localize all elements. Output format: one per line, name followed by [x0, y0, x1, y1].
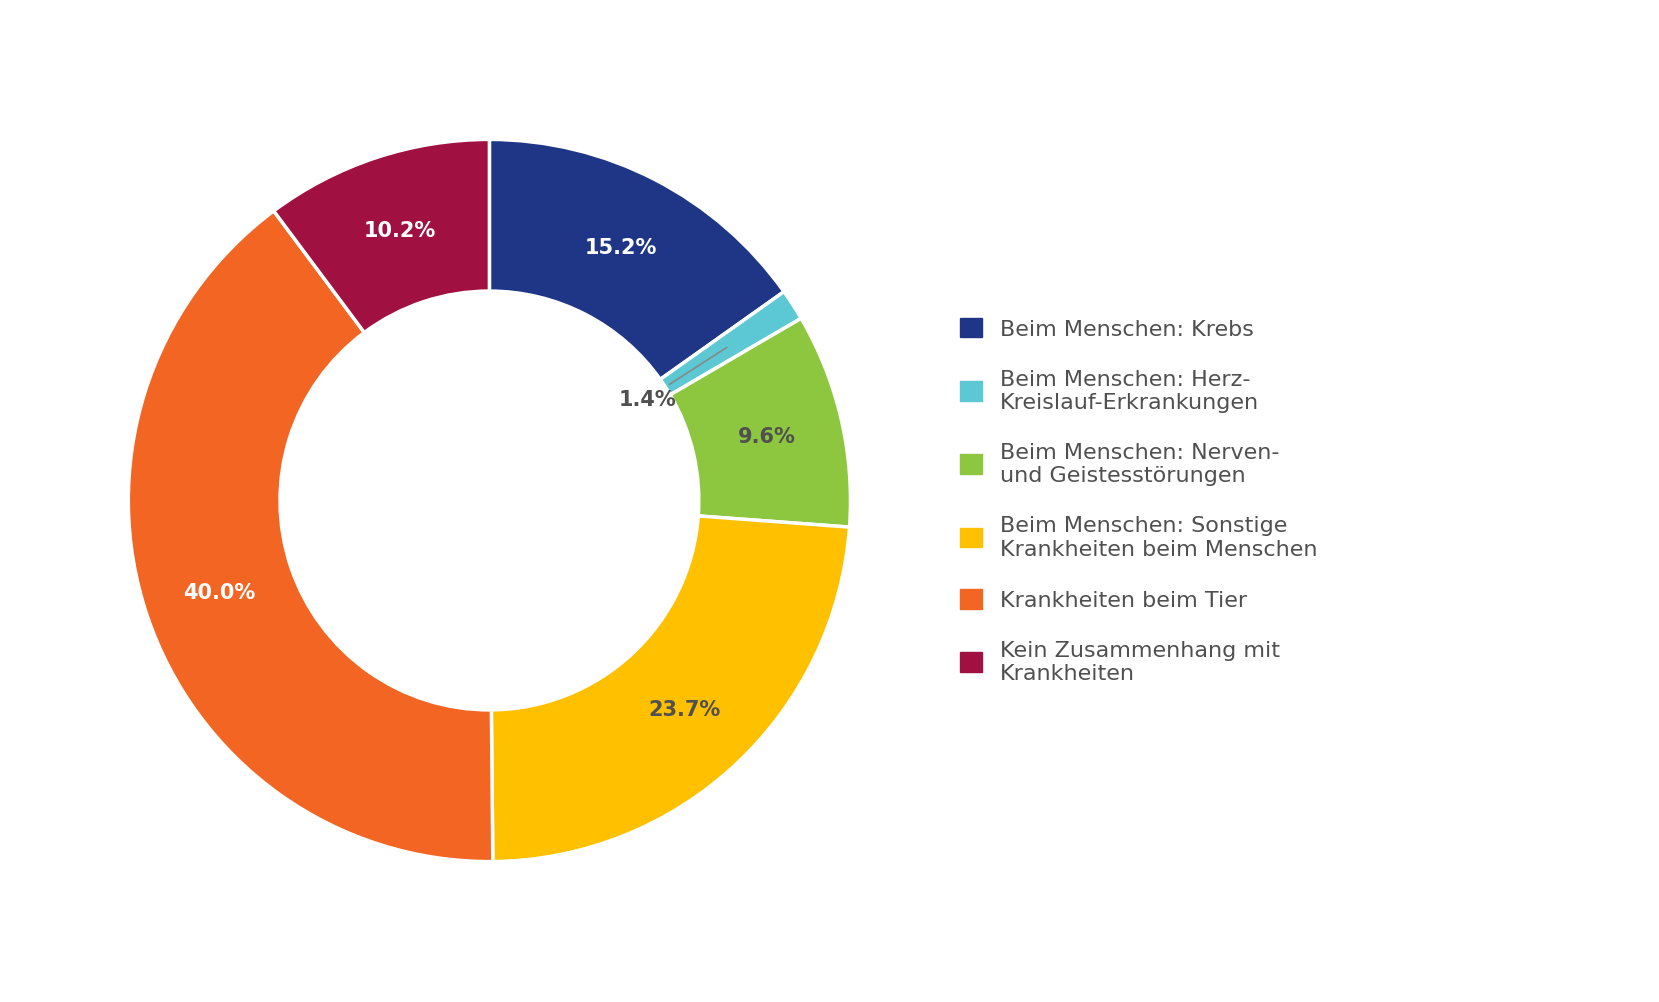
Wedge shape	[128, 211, 493, 862]
Wedge shape	[274, 140, 489, 334]
Wedge shape	[489, 140, 785, 380]
Text: 1.4%: 1.4%	[619, 348, 727, 410]
Text: 9.6%: 9.6%	[738, 427, 796, 447]
Legend: Beim Menschen: Krebs, Beim Menschen: Herz-
Kreislauf-Erkrankungen, Beim Menschen: Beim Menschen: Krebs, Beim Menschen: Her…	[961, 319, 1317, 683]
Text: 40.0%: 40.0%	[182, 582, 255, 602]
Wedge shape	[670, 319, 851, 528]
Text: 23.7%: 23.7%	[649, 698, 720, 718]
Wedge shape	[660, 293, 801, 396]
Wedge shape	[491, 516, 849, 862]
Text: 10.2%: 10.2%	[363, 220, 436, 240]
Text: 15.2%: 15.2%	[584, 237, 657, 258]
